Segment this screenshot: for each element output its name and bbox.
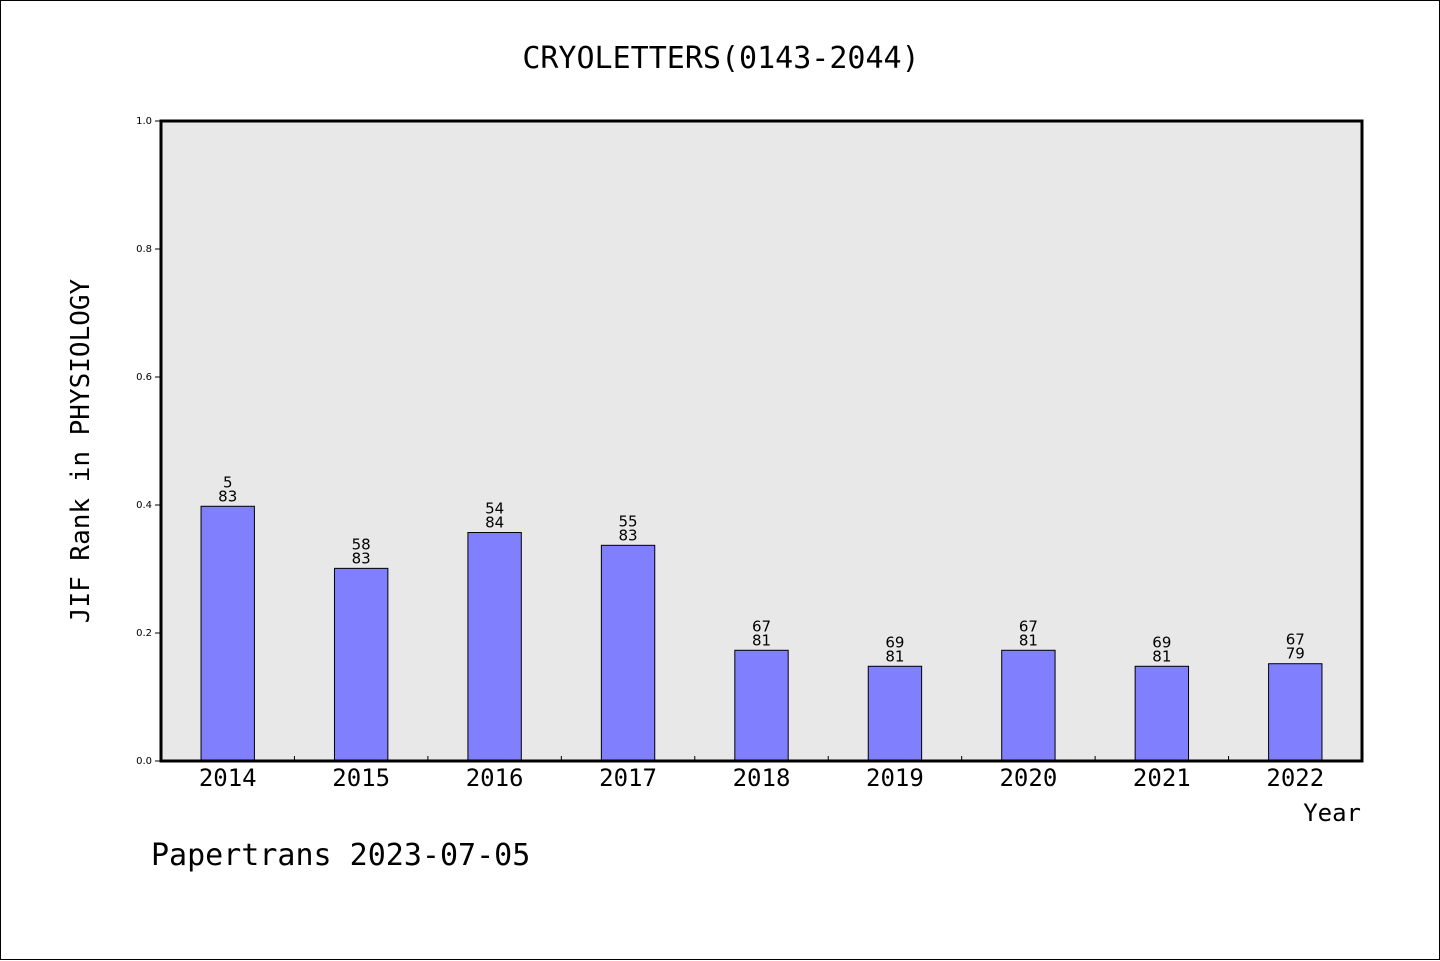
bar-label-top-2014: 5 xyxy=(223,473,233,491)
bar-label-bottom-2021: 81 xyxy=(1152,647,1171,665)
y-ticks-group: 0.0 0.2 0.4 0.6 0.8 1.0 xyxy=(136,116,161,767)
bar-2015 xyxy=(333,567,389,762)
bar-label-top-2019: 69 xyxy=(885,633,904,651)
bar-label-bottom-2020: 81 xyxy=(1019,631,1038,649)
bar-label-bottom-2019: 81 xyxy=(885,647,904,665)
y-tick-label-3: 0.6 xyxy=(136,372,152,383)
footer-text: Papertrans 2023-07-05 xyxy=(151,838,530,873)
x-tick-label-2020: 2020 xyxy=(999,764,1057,792)
plot-border xyxy=(159,119,1364,763)
bar-2017 xyxy=(600,544,656,762)
bar-label-bottom-2022: 79 xyxy=(1286,645,1305,663)
x-tick-label-2015: 2015 xyxy=(332,764,390,792)
bar-label-top-2020: 67 xyxy=(1019,617,1038,635)
bar-label-top-2021: 69 xyxy=(1152,633,1171,651)
bar-2019 xyxy=(867,665,923,762)
y-tick-label-4: 0.8 xyxy=(136,244,152,255)
x-axis-label: Year xyxy=(1303,799,1361,827)
y-axis-label: JIF Rank in PHYSIOLOGY xyxy=(66,278,96,623)
x-tick-label-2016: 2016 xyxy=(466,764,524,792)
y-tick-label-5: 1.0 xyxy=(136,116,152,127)
bar-label-top-2018: 67 xyxy=(752,617,771,635)
y-tick-label-2: 0.4 xyxy=(136,500,152,511)
bar-2018 xyxy=(734,649,789,762)
x-tick-label-2014: 2014 xyxy=(199,764,257,792)
y-tick-label-0: 0.0 xyxy=(136,756,152,767)
bar-2020 xyxy=(1001,649,1056,762)
chart-title: CRYOLETTERS(0143-2044) xyxy=(522,41,919,76)
bar-label-top-2022: 67 xyxy=(1286,631,1305,649)
bar-label-bottom-2017: 83 xyxy=(619,526,638,544)
bar-label-top-2015: 58 xyxy=(352,535,371,553)
bar-label-top-2017: 55 xyxy=(619,512,638,530)
bar-label-bottom-2018: 81 xyxy=(752,631,771,649)
x-tick-label-2018: 2018 xyxy=(733,764,791,792)
bar-label-bottom-2014: 83 xyxy=(218,487,237,505)
y-tick-label-1: 0.2 xyxy=(136,628,152,639)
bar-label-top-2016: 54 xyxy=(485,500,504,518)
x-ticks-group: 2014 2015 2016 2017 2018 2019 2020 2021 2022 xyxy=(199,756,1324,792)
bar-label-bottom-2016: 84 xyxy=(485,514,504,532)
bar-label-bottom-2015: 83 xyxy=(352,549,371,567)
bars-group xyxy=(200,505,1323,762)
bar-2021 xyxy=(1134,665,1190,762)
x-tick-label-2017: 2017 xyxy=(599,764,657,792)
bar-2022 xyxy=(1268,663,1323,762)
x-tick-label-2022: 2022 xyxy=(1266,764,1324,792)
x-tick-label-2019: 2019 xyxy=(866,764,924,792)
x-tick-label-2021: 2021 xyxy=(1133,764,1191,792)
bar-2014 xyxy=(200,505,255,762)
bar-2016 xyxy=(467,532,522,762)
